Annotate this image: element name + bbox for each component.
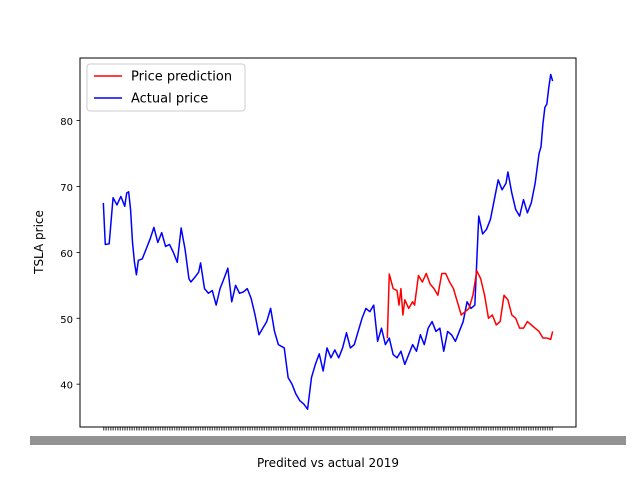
- legend: Price prediction Actual price: [86, 63, 246, 112]
- y-tick-label: 80: [60, 117, 73, 128]
- x-axis-label: Predited vs actual 2019: [257, 456, 399, 470]
- legend-box: [86, 63, 246, 112]
- x-tick-group: [30, 427, 626, 445]
- y-tick-label: 60: [60, 249, 73, 260]
- y-tick-label: 50: [60, 315, 73, 326]
- legend-label-prediction: Price prediction: [131, 70, 232, 85]
- y-tick-group: 40 50 60 70 80: [60, 117, 80, 392]
- plot-frame: [79, 57, 577, 428]
- series-line-price-prediction: [386, 270, 554, 341]
- y-tick-label: 70: [60, 183, 73, 194]
- y-axis-label: TSLA price: [32, 210, 46, 275]
- legend-label-actual: Actual price: [131, 92, 208, 107]
- series-line-actual-price: [102, 73, 554, 410]
- x-tick-label-band: [30, 436, 626, 445]
- series-layer: [102, 73, 554, 410]
- y-tick-label: 40: [60, 381, 73, 392]
